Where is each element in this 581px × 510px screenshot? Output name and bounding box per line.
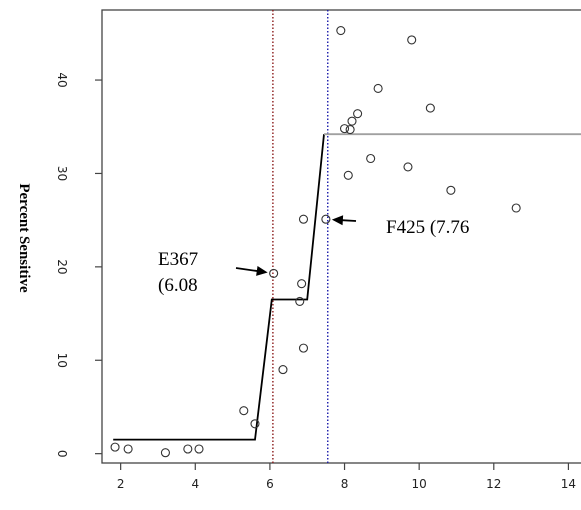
data-point (295, 296, 305, 306)
data-point (278, 365, 288, 375)
data-point (345, 125, 355, 135)
data-point (366, 153, 376, 164)
annotation-label-0: (6.08 (158, 275, 198, 296)
data-point (336, 25, 346, 36)
x-tick-label: 2 (117, 477, 125, 491)
fit-line-0 (113, 134, 325, 441)
data-point (298, 214, 309, 224)
y-tick-label: 0 (55, 450, 69, 458)
annotation-arrow-0 (235, 267, 260, 273)
data-point (269, 268, 279, 278)
reference-lines (272, 10, 329, 463)
y-tick-label: 40 (55, 72, 69, 87)
annotation-label-1: F425 (7.76 (386, 217, 469, 238)
data-point (298, 343, 309, 353)
data-point (347, 116, 357, 126)
x-tick-label: 8 (341, 477, 349, 491)
data-point (339, 124, 350, 134)
data-point (511, 203, 521, 213)
y-tick-label: 30 (55, 166, 69, 181)
annotation-arrowhead-1 (331, 215, 344, 226)
data-point (403, 162, 413, 172)
annotation-arrowhead-0 (256, 266, 268, 276)
plot-frame (101, 9, 581, 464)
x-tick-label: 6 (266, 477, 274, 491)
data-points (110, 25, 521, 458)
y-tick-label: 10 (55, 353, 69, 368)
data-point (343, 170, 353, 180)
data-point (353, 109, 363, 119)
x-tick-label: 4 (191, 477, 199, 491)
annotations: E367 (6.08 F425 (7.76 (158, 215, 469, 296)
data-point (446, 185, 456, 195)
data-point (123, 444, 133, 454)
data-point (373, 83, 383, 94)
y-tick-label: 20 (55, 259, 69, 274)
fit-lines (113, 133, 581, 441)
x-tick-label: 12 (486, 477, 501, 491)
data-point (297, 279, 307, 289)
data-point (160, 448, 170, 458)
annotation-label-0: E367 (158, 249, 198, 270)
x-tick-label: 14 (561, 477, 576, 491)
data-point (321, 214, 331, 224)
data-point (250, 419, 260, 429)
data-point (194, 444, 204, 454)
y-axis-label: Percent Sensitive (16, 183, 32, 293)
data-point (239, 406, 249, 416)
x-tick-label: 10 (412, 477, 427, 491)
axes: 2 4 6 8 10 12 14 0 10 20 30 40 (55, 72, 576, 491)
data-point (425, 103, 435, 113)
data-point (407, 35, 417, 45)
data-point (110, 442, 120, 452)
data-point (183, 444, 193, 454)
